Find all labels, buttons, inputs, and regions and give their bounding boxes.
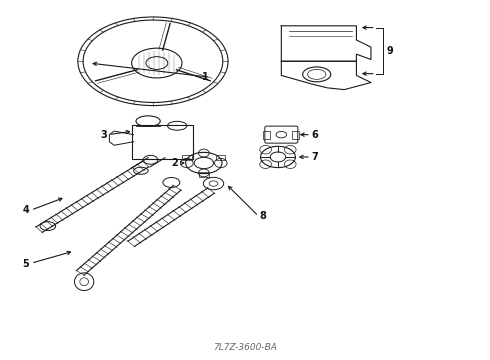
Text: 6: 6: [312, 130, 318, 140]
Text: 2: 2: [172, 158, 178, 168]
Text: 5: 5: [23, 259, 29, 269]
Text: 3: 3: [100, 130, 107, 140]
Text: 8: 8: [260, 211, 267, 221]
Text: 4: 4: [23, 205, 29, 215]
Text: 1: 1: [202, 72, 209, 82]
Text: 7: 7: [312, 152, 318, 162]
Text: 7L7Z-3600-BA: 7L7Z-3600-BA: [213, 343, 277, 352]
Text: 9: 9: [387, 46, 393, 56]
